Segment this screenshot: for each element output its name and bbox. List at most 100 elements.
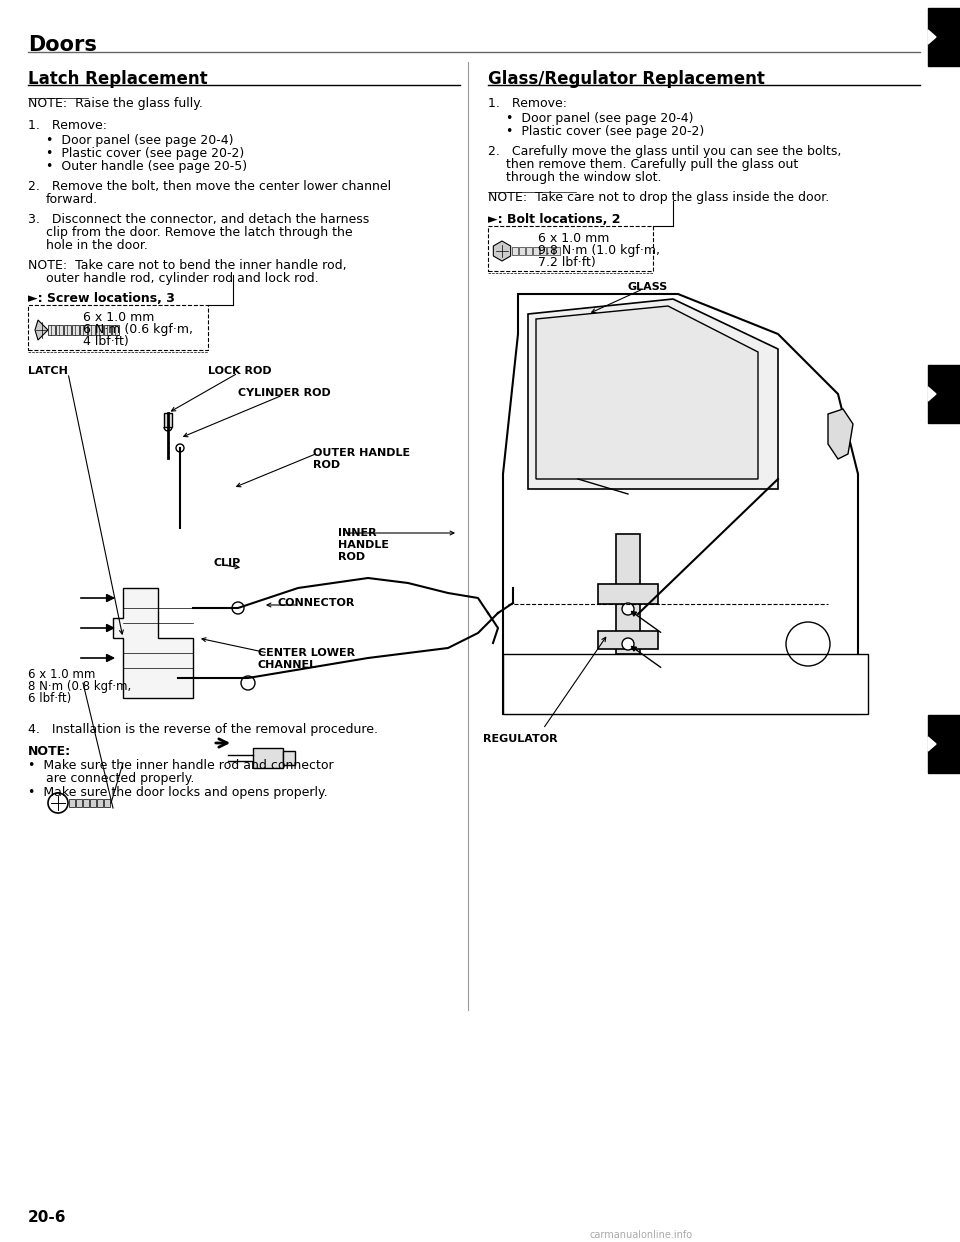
Polygon shape — [828, 409, 853, 460]
Text: 20-6: 20-6 — [28, 1210, 66, 1225]
Text: Latch Replacement: Latch Replacement — [28, 70, 207, 88]
Text: ►: Bolt locations, 2: ►: Bolt locations, 2 — [488, 212, 620, 226]
Text: 7.2 lbf·ft): 7.2 lbf·ft) — [538, 256, 596, 270]
Text: HANDLE: HANDLE — [338, 540, 389, 550]
Polygon shape — [928, 30, 936, 43]
Text: 6 lbf·ft): 6 lbf·ft) — [28, 692, 71, 705]
Bar — [97, 799, 103, 807]
Text: •  Door panel (see page 20-4): • Door panel (see page 20-4) — [46, 134, 233, 147]
Bar — [512, 247, 518, 255]
Text: 6 x 1.0 mm: 6 x 1.0 mm — [28, 668, 95, 681]
Polygon shape — [928, 737, 936, 751]
Polygon shape — [928, 715, 960, 773]
Polygon shape — [928, 365, 960, 424]
Text: 6 x 1.0 mm: 6 x 1.0 mm — [83, 310, 155, 324]
Text: LOCK ROD: LOCK ROD — [208, 366, 272, 376]
Text: then remove them. Carefully pull the glass out: then remove them. Carefully pull the gla… — [506, 158, 799, 171]
Polygon shape — [528, 299, 778, 489]
Text: NOTE:: NOTE: — [28, 745, 71, 758]
Text: LATCH: LATCH — [28, 366, 68, 376]
Text: 6 N·m (0.6 kgf·m,: 6 N·m (0.6 kgf·m, — [83, 323, 193, 337]
Text: clip from the door. Remove the latch through the: clip from the door. Remove the latch thr… — [46, 226, 352, 238]
Text: GLASS: GLASS — [628, 282, 668, 292]
Text: CYLINDER ROD: CYLINDER ROD — [238, 388, 331, 397]
Bar — [616, 534, 640, 655]
Bar — [526, 247, 532, 255]
Text: 6 x 1.0 mm: 6 x 1.0 mm — [538, 232, 610, 245]
Text: Glass/Regulator Replacement: Glass/Regulator Replacement — [488, 70, 765, 88]
Bar — [112, 325, 119, 335]
Text: ROD: ROD — [338, 551, 365, 561]
Bar — [90, 799, 96, 807]
Text: ROD: ROD — [313, 460, 340, 469]
Text: through the window slot.: through the window slot. — [506, 171, 661, 184]
Bar — [519, 247, 525, 255]
Bar — [598, 584, 658, 604]
Circle shape — [622, 638, 634, 650]
Text: NOTE:  Raise the glass fully.: NOTE: Raise the glass fully. — [28, 97, 203, 111]
Text: 3.   Disconnect the connector, and detach the harness: 3. Disconnect the connector, and detach … — [28, 212, 370, 226]
Bar — [503, 655, 868, 714]
Text: forward.: forward. — [46, 193, 98, 206]
Bar — [72, 325, 79, 335]
Text: 8 N·m (0.8 kgf·m,: 8 N·m (0.8 kgf·m, — [28, 681, 132, 693]
Text: 9.8 N·m (1.0 kgf·m,: 9.8 N·m (1.0 kgf·m, — [538, 243, 660, 257]
Bar — [48, 325, 55, 335]
Text: OUTER HANDLE: OUTER HANDLE — [313, 448, 410, 458]
Text: 1.   Remove:: 1. Remove: — [488, 97, 567, 111]
Text: •  Plastic cover (see page 20-2): • Plastic cover (see page 20-2) — [46, 147, 244, 160]
Text: NOTE:  Take care not to bend the inner handle rod,: NOTE: Take care not to bend the inner ha… — [28, 260, 347, 272]
Text: outer handle rod, cylinder rod and lock rod.: outer handle rod, cylinder rod and lock … — [46, 272, 319, 284]
Polygon shape — [113, 587, 193, 698]
Text: 4.   Installation is the reverse of the removal procedure.: 4. Installation is the reverse of the re… — [28, 723, 378, 737]
Text: Doors: Doors — [28, 35, 97, 55]
Polygon shape — [493, 241, 511, 261]
Bar — [80, 325, 87, 335]
Bar — [64, 325, 71, 335]
Text: 1.   Remove:: 1. Remove: — [28, 119, 107, 132]
Bar — [283, 751, 295, 765]
Polygon shape — [536, 306, 758, 479]
Bar — [164, 414, 172, 427]
Bar — [83, 799, 89, 807]
Bar — [533, 247, 539, 255]
Text: •  Door panel (see page 20-4): • Door panel (see page 20-4) — [506, 112, 693, 125]
Text: •  Make sure the door locks and opens properly.: • Make sure the door locks and opens pro… — [28, 786, 327, 799]
Circle shape — [622, 604, 634, 615]
Text: 2.   Carefully move the glass until you can see the bolts,: 2. Carefully move the glass until you ca… — [488, 145, 841, 158]
Bar — [76, 799, 82, 807]
Text: •  Make sure the inner handle rod and connector: • Make sure the inner handle rod and con… — [28, 759, 334, 773]
Polygon shape — [503, 294, 858, 714]
Bar — [598, 631, 658, 650]
Text: hole in the door.: hole in the door. — [46, 238, 148, 252]
Bar — [540, 247, 546, 255]
Bar — [104, 325, 111, 335]
Text: 2.   Remove the bolt, then move the center lower channel: 2. Remove the bolt, then move the center… — [28, 180, 391, 193]
Text: CHANNEL: CHANNEL — [258, 660, 317, 669]
Text: CONNECTOR: CONNECTOR — [278, 597, 355, 609]
Bar — [96, 325, 103, 335]
Text: ►: Screw locations, 3: ►: Screw locations, 3 — [28, 292, 175, 306]
Bar — [104, 799, 110, 807]
Bar — [28, 306, 208, 350]
Text: 4 lbf·ft): 4 lbf·ft) — [83, 335, 129, 348]
Text: •  Outer handle (see page 20-5): • Outer handle (see page 20-5) — [46, 160, 247, 173]
Text: are connected properly.: are connected properly. — [46, 773, 194, 785]
Text: INNER: INNER — [338, 528, 376, 538]
Text: •  Plastic cover (see page 20-2): • Plastic cover (see page 20-2) — [506, 125, 705, 138]
Bar — [554, 247, 560, 255]
Bar — [488, 226, 653, 271]
Text: NOTE:  Take care not to drop the glass inside the door.: NOTE: Take care not to drop the glass in… — [488, 191, 829, 204]
Text: carmanualonline.info: carmanualonline.info — [590, 1230, 693, 1240]
Bar — [547, 247, 553, 255]
Text: CENTER LOWER: CENTER LOWER — [258, 648, 355, 658]
Polygon shape — [35, 320, 48, 340]
Bar — [253, 748, 283, 768]
Bar — [69, 799, 75, 807]
Text: CLIP: CLIP — [213, 558, 240, 568]
Polygon shape — [928, 7, 960, 66]
Polygon shape — [928, 388, 936, 401]
Bar — [88, 325, 95, 335]
Bar — [56, 325, 63, 335]
Text: REGULATOR: REGULATOR — [483, 734, 558, 744]
